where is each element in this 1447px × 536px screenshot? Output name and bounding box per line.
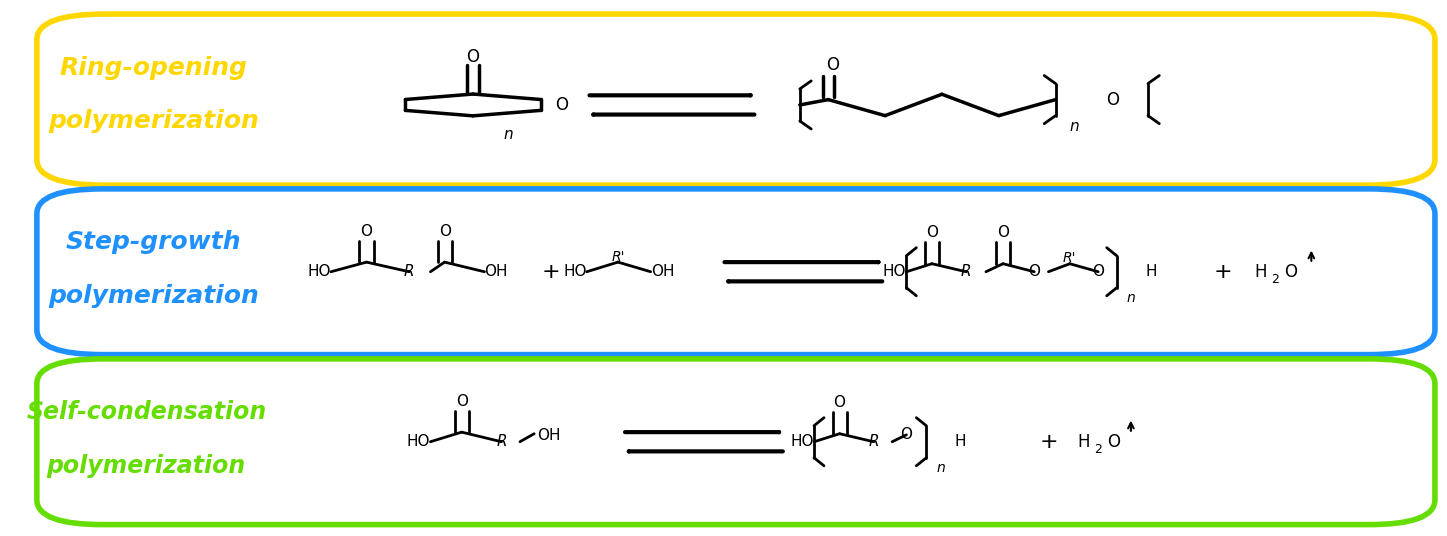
- Text: O: O: [926, 225, 938, 240]
- Text: n: n: [1127, 292, 1136, 306]
- Text: O: O: [826, 56, 839, 74]
- FancyBboxPatch shape: [36, 14, 1435, 185]
- Text: R': R': [611, 250, 625, 264]
- Text: O: O: [1029, 264, 1040, 279]
- Text: HO: HO: [563, 264, 586, 279]
- Text: H: H: [1255, 263, 1268, 281]
- Text: R: R: [868, 434, 878, 449]
- Text: +: +: [1214, 262, 1233, 282]
- Text: n: n: [936, 461, 945, 475]
- Text: OH: OH: [485, 264, 508, 279]
- Text: HO: HO: [883, 264, 906, 279]
- Text: HO: HO: [307, 264, 331, 279]
- Text: polymerization: polymerization: [48, 284, 259, 308]
- Text: Step-growth: Step-growth: [65, 230, 242, 255]
- Text: 2: 2: [1272, 273, 1279, 286]
- Text: H: H: [1077, 433, 1090, 451]
- Text: polymerization: polymerization: [48, 109, 259, 133]
- Text: R: R: [404, 264, 414, 279]
- FancyBboxPatch shape: [36, 359, 1435, 525]
- Text: HO: HO: [790, 434, 815, 449]
- Text: O: O: [456, 393, 467, 408]
- Text: H: H: [1145, 264, 1156, 279]
- Text: HO: HO: [407, 434, 430, 449]
- Text: O: O: [1285, 263, 1298, 281]
- Text: O: O: [1107, 433, 1120, 451]
- Text: R: R: [496, 434, 506, 449]
- Text: O: O: [438, 224, 450, 239]
- Text: R: R: [961, 264, 971, 279]
- Text: H: H: [955, 434, 967, 449]
- Text: +: +: [1039, 432, 1058, 452]
- Text: 2: 2: [1094, 443, 1101, 456]
- Text: n: n: [504, 127, 514, 142]
- Text: +: +: [541, 262, 560, 282]
- Text: Ring-opening: Ring-opening: [59, 56, 247, 79]
- FancyBboxPatch shape: [36, 189, 1435, 355]
- Text: OH: OH: [537, 428, 560, 443]
- Text: n: n: [1069, 119, 1079, 134]
- Text: O: O: [833, 395, 845, 410]
- Text: polymerization: polymerization: [46, 454, 246, 478]
- Text: R': R': [1064, 251, 1077, 265]
- Text: Self-condensation: Self-condensation: [26, 400, 266, 425]
- Text: O: O: [997, 225, 1009, 240]
- Text: O: O: [556, 96, 569, 114]
- Text: O: O: [360, 224, 372, 239]
- Text: O: O: [1092, 264, 1104, 279]
- Text: O: O: [466, 48, 479, 65]
- Text: OH: OH: [651, 264, 674, 279]
- Text: O: O: [900, 427, 913, 442]
- Text: O: O: [1106, 91, 1119, 109]
